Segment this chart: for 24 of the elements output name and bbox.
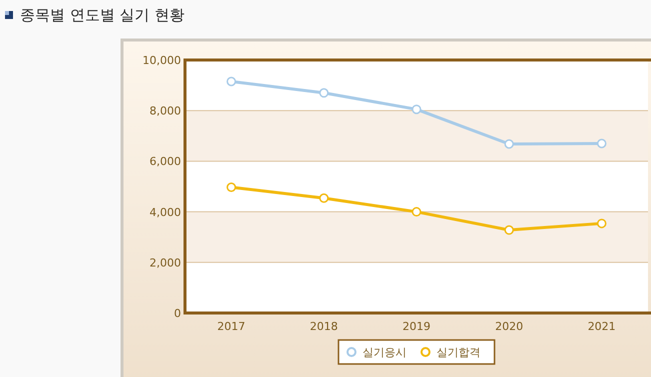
y-tick-label: 0 bbox=[174, 307, 181, 320]
x-tick-label: 2020 bbox=[495, 320, 524, 333]
legend-label: 실기응시 bbox=[362, 346, 406, 359]
point bbox=[504, 225, 514, 235]
chart-title: 종목별 연도별 실기 현황 bbox=[20, 6, 184, 24]
point bbox=[412, 207, 422, 217]
point bbox=[226, 76, 236, 86]
legend-label: 실기합격 bbox=[436, 346, 480, 359]
point bbox=[596, 218, 606, 228]
x-tick-label: 2018 bbox=[310, 320, 338, 333]
x-tick-label: 2021 bbox=[588, 320, 616, 333]
y-tick-label: 6,000 bbox=[150, 155, 181, 168]
y-tick-label: 2,000 bbox=[150, 256, 181, 270]
point bbox=[412, 104, 422, 114]
point bbox=[596, 138, 606, 148]
y-tick-label: 10,000 bbox=[142, 54, 181, 67]
x-tick-label: 2017 bbox=[217, 320, 246, 333]
point bbox=[226, 182, 236, 192]
point bbox=[319, 193, 329, 203]
x-tick-label: 2019 bbox=[402, 320, 430, 333]
y-tick-label: 4,000 bbox=[150, 206, 181, 219]
y-tick-label: 8,000 bbox=[150, 104, 181, 118]
point bbox=[319, 88, 329, 98]
point bbox=[504, 139, 514, 149]
